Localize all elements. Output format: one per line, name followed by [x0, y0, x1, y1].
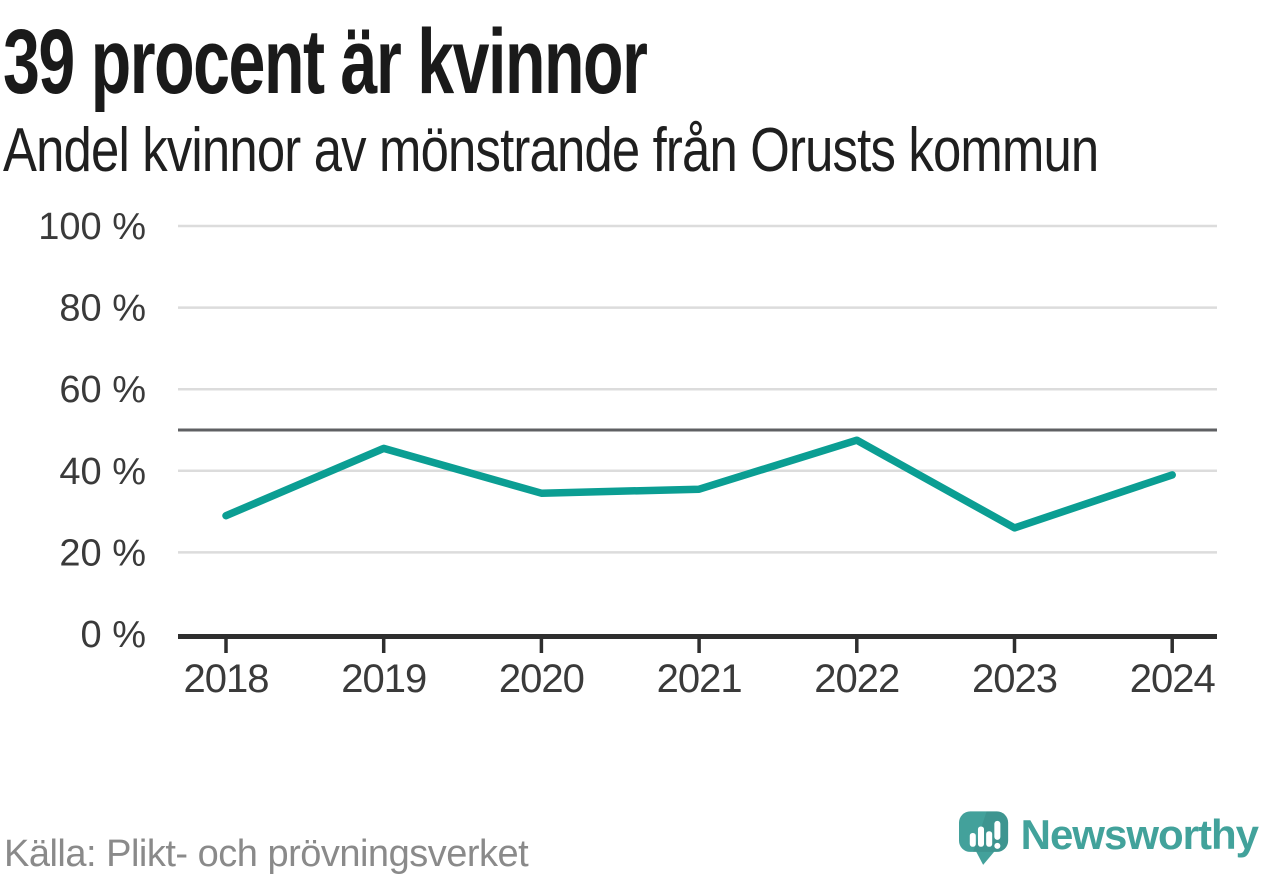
x-axis-label: 2020: [499, 657, 584, 701]
x-axis-label: 2019: [341, 657, 426, 701]
y-axis-label: 60 %: [59, 369, 146, 411]
x-axis-label: 2024: [1130, 657, 1216, 701]
chart-subtitle: Andel kvinnor av mönstrande från Orusts …: [3, 116, 1099, 185]
x-axis-label: 2018: [184, 657, 269, 701]
footer: Källa: Plikt- och prövningsverket Newswo…: [0, 807, 1262, 879]
logo-bar-icon: [969, 832, 976, 847]
logo-exclamation-dot-icon: [993, 842, 1000, 849]
logo-bar-icon: [985, 831, 992, 847]
source-text: Källa: Plikt- och prövningsverket: [4, 833, 529, 875]
data-line: [222, 436, 1176, 532]
newsworthy-logo: Newsworthy: [958, 807, 1259, 873]
brand-wordmark: Newsworthy: [1020, 811, 1259, 858]
chart-title: 39 procent är kvinnor: [3, 11, 648, 113]
logo-bar-icon: [977, 826, 984, 847]
y-axis-label: 20 %: [59, 532, 146, 574]
y-axis-label: 0 %: [81, 614, 146, 656]
x-axis-label: 2022: [814, 657, 899, 701]
x-axis-label: 2023: [972, 657, 1057, 701]
logo-exclamation-icon: [993, 820, 1000, 840]
x-axis-label: 2021: [657, 657, 742, 701]
y-axis-label: 80 %: [59, 288, 146, 330]
line-chart: 0 % 20 % 40 % 60 % 80 % 100 % 2018 2019 2020 2021…: [38, 206, 1217, 701]
y-axis-label: 100 %: [38, 206, 146, 248]
newsworthy-logo-icon: [958, 811, 1008, 865]
y-axis-label: 40 %: [59, 451, 146, 493]
